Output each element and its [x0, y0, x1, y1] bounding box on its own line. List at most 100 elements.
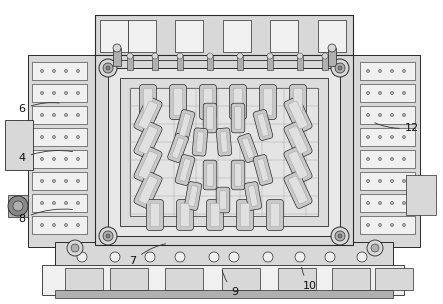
- Bar: [360, 150, 415, 168]
- Circle shape: [403, 92, 405, 95]
- FancyBboxPatch shape: [257, 159, 269, 181]
- FancyBboxPatch shape: [188, 185, 198, 206]
- Circle shape: [53, 92, 55, 95]
- Circle shape: [77, 136, 79, 139]
- Circle shape: [13, 201, 23, 211]
- FancyBboxPatch shape: [231, 160, 245, 190]
- Circle shape: [366, 92, 369, 95]
- FancyBboxPatch shape: [175, 109, 195, 140]
- Circle shape: [53, 136, 55, 139]
- Bar: [222, 268, 260, 290]
- Bar: [108, 68, 340, 236]
- Circle shape: [177, 53, 183, 59]
- Circle shape: [378, 136, 381, 139]
- Circle shape: [127, 53, 133, 59]
- Circle shape: [325, 252, 335, 262]
- Bar: [297, 56, 303, 70]
- Circle shape: [99, 59, 117, 77]
- FancyBboxPatch shape: [203, 160, 217, 190]
- FancyBboxPatch shape: [220, 132, 228, 152]
- Bar: [177, 56, 183, 70]
- FancyBboxPatch shape: [180, 203, 190, 227]
- Bar: [360, 194, 415, 212]
- Circle shape: [8, 196, 28, 216]
- FancyBboxPatch shape: [260, 85, 276, 119]
- FancyBboxPatch shape: [134, 122, 162, 158]
- Circle shape: [152, 53, 158, 59]
- Circle shape: [65, 179, 67, 182]
- Circle shape: [71, 244, 79, 252]
- Circle shape: [403, 136, 405, 139]
- Circle shape: [371, 244, 379, 252]
- FancyBboxPatch shape: [143, 88, 153, 116]
- Bar: [32, 150, 87, 168]
- Circle shape: [77, 202, 79, 205]
- Circle shape: [77, 70, 79, 72]
- FancyBboxPatch shape: [248, 185, 258, 206]
- FancyBboxPatch shape: [235, 107, 241, 129]
- FancyBboxPatch shape: [147, 199, 163, 230]
- Circle shape: [338, 234, 342, 238]
- Circle shape: [366, 157, 369, 161]
- Circle shape: [328, 44, 336, 52]
- Circle shape: [40, 179, 43, 182]
- Text: 10: 10: [302, 267, 317, 291]
- Circle shape: [378, 179, 381, 182]
- Circle shape: [367, 240, 383, 256]
- Circle shape: [65, 202, 67, 205]
- Circle shape: [390, 70, 393, 72]
- Circle shape: [390, 92, 393, 95]
- Circle shape: [335, 231, 345, 241]
- Bar: [95, 55, 353, 245]
- Bar: [332, 268, 370, 290]
- FancyBboxPatch shape: [220, 191, 226, 209]
- Bar: [120, 78, 328, 226]
- Bar: [28, 55, 95, 247]
- Circle shape: [366, 113, 369, 116]
- FancyBboxPatch shape: [229, 85, 246, 119]
- FancyBboxPatch shape: [167, 133, 188, 163]
- Bar: [165, 268, 203, 290]
- FancyBboxPatch shape: [207, 164, 213, 186]
- FancyBboxPatch shape: [289, 85, 307, 119]
- Circle shape: [77, 113, 79, 116]
- Bar: [32, 216, 87, 234]
- Bar: [32, 84, 87, 102]
- FancyBboxPatch shape: [179, 159, 191, 181]
- Bar: [207, 56, 213, 70]
- FancyBboxPatch shape: [206, 199, 224, 230]
- FancyBboxPatch shape: [235, 164, 241, 186]
- Circle shape: [113, 44, 121, 52]
- Bar: [32, 128, 87, 146]
- Circle shape: [390, 223, 393, 226]
- Circle shape: [53, 202, 55, 205]
- FancyBboxPatch shape: [242, 138, 254, 158]
- Circle shape: [378, 113, 381, 116]
- FancyBboxPatch shape: [288, 176, 308, 204]
- Circle shape: [403, 202, 405, 205]
- Bar: [128, 20, 156, 52]
- Circle shape: [390, 179, 393, 182]
- Circle shape: [366, 202, 369, 205]
- FancyBboxPatch shape: [138, 176, 158, 204]
- Circle shape: [110, 252, 120, 262]
- FancyBboxPatch shape: [257, 114, 269, 136]
- Bar: [32, 62, 87, 80]
- FancyBboxPatch shape: [203, 103, 217, 133]
- FancyBboxPatch shape: [134, 171, 162, 209]
- Bar: [353, 55, 420, 247]
- FancyBboxPatch shape: [138, 101, 158, 129]
- Circle shape: [65, 70, 67, 72]
- Circle shape: [65, 92, 67, 95]
- FancyBboxPatch shape: [284, 171, 312, 209]
- Circle shape: [209, 252, 219, 262]
- Text: 4: 4: [19, 150, 73, 163]
- FancyBboxPatch shape: [134, 97, 162, 133]
- Circle shape: [390, 157, 393, 161]
- FancyBboxPatch shape: [199, 85, 217, 119]
- Circle shape: [65, 113, 67, 116]
- Circle shape: [65, 136, 67, 139]
- FancyBboxPatch shape: [176, 199, 194, 230]
- Circle shape: [77, 157, 79, 161]
- Circle shape: [40, 157, 43, 161]
